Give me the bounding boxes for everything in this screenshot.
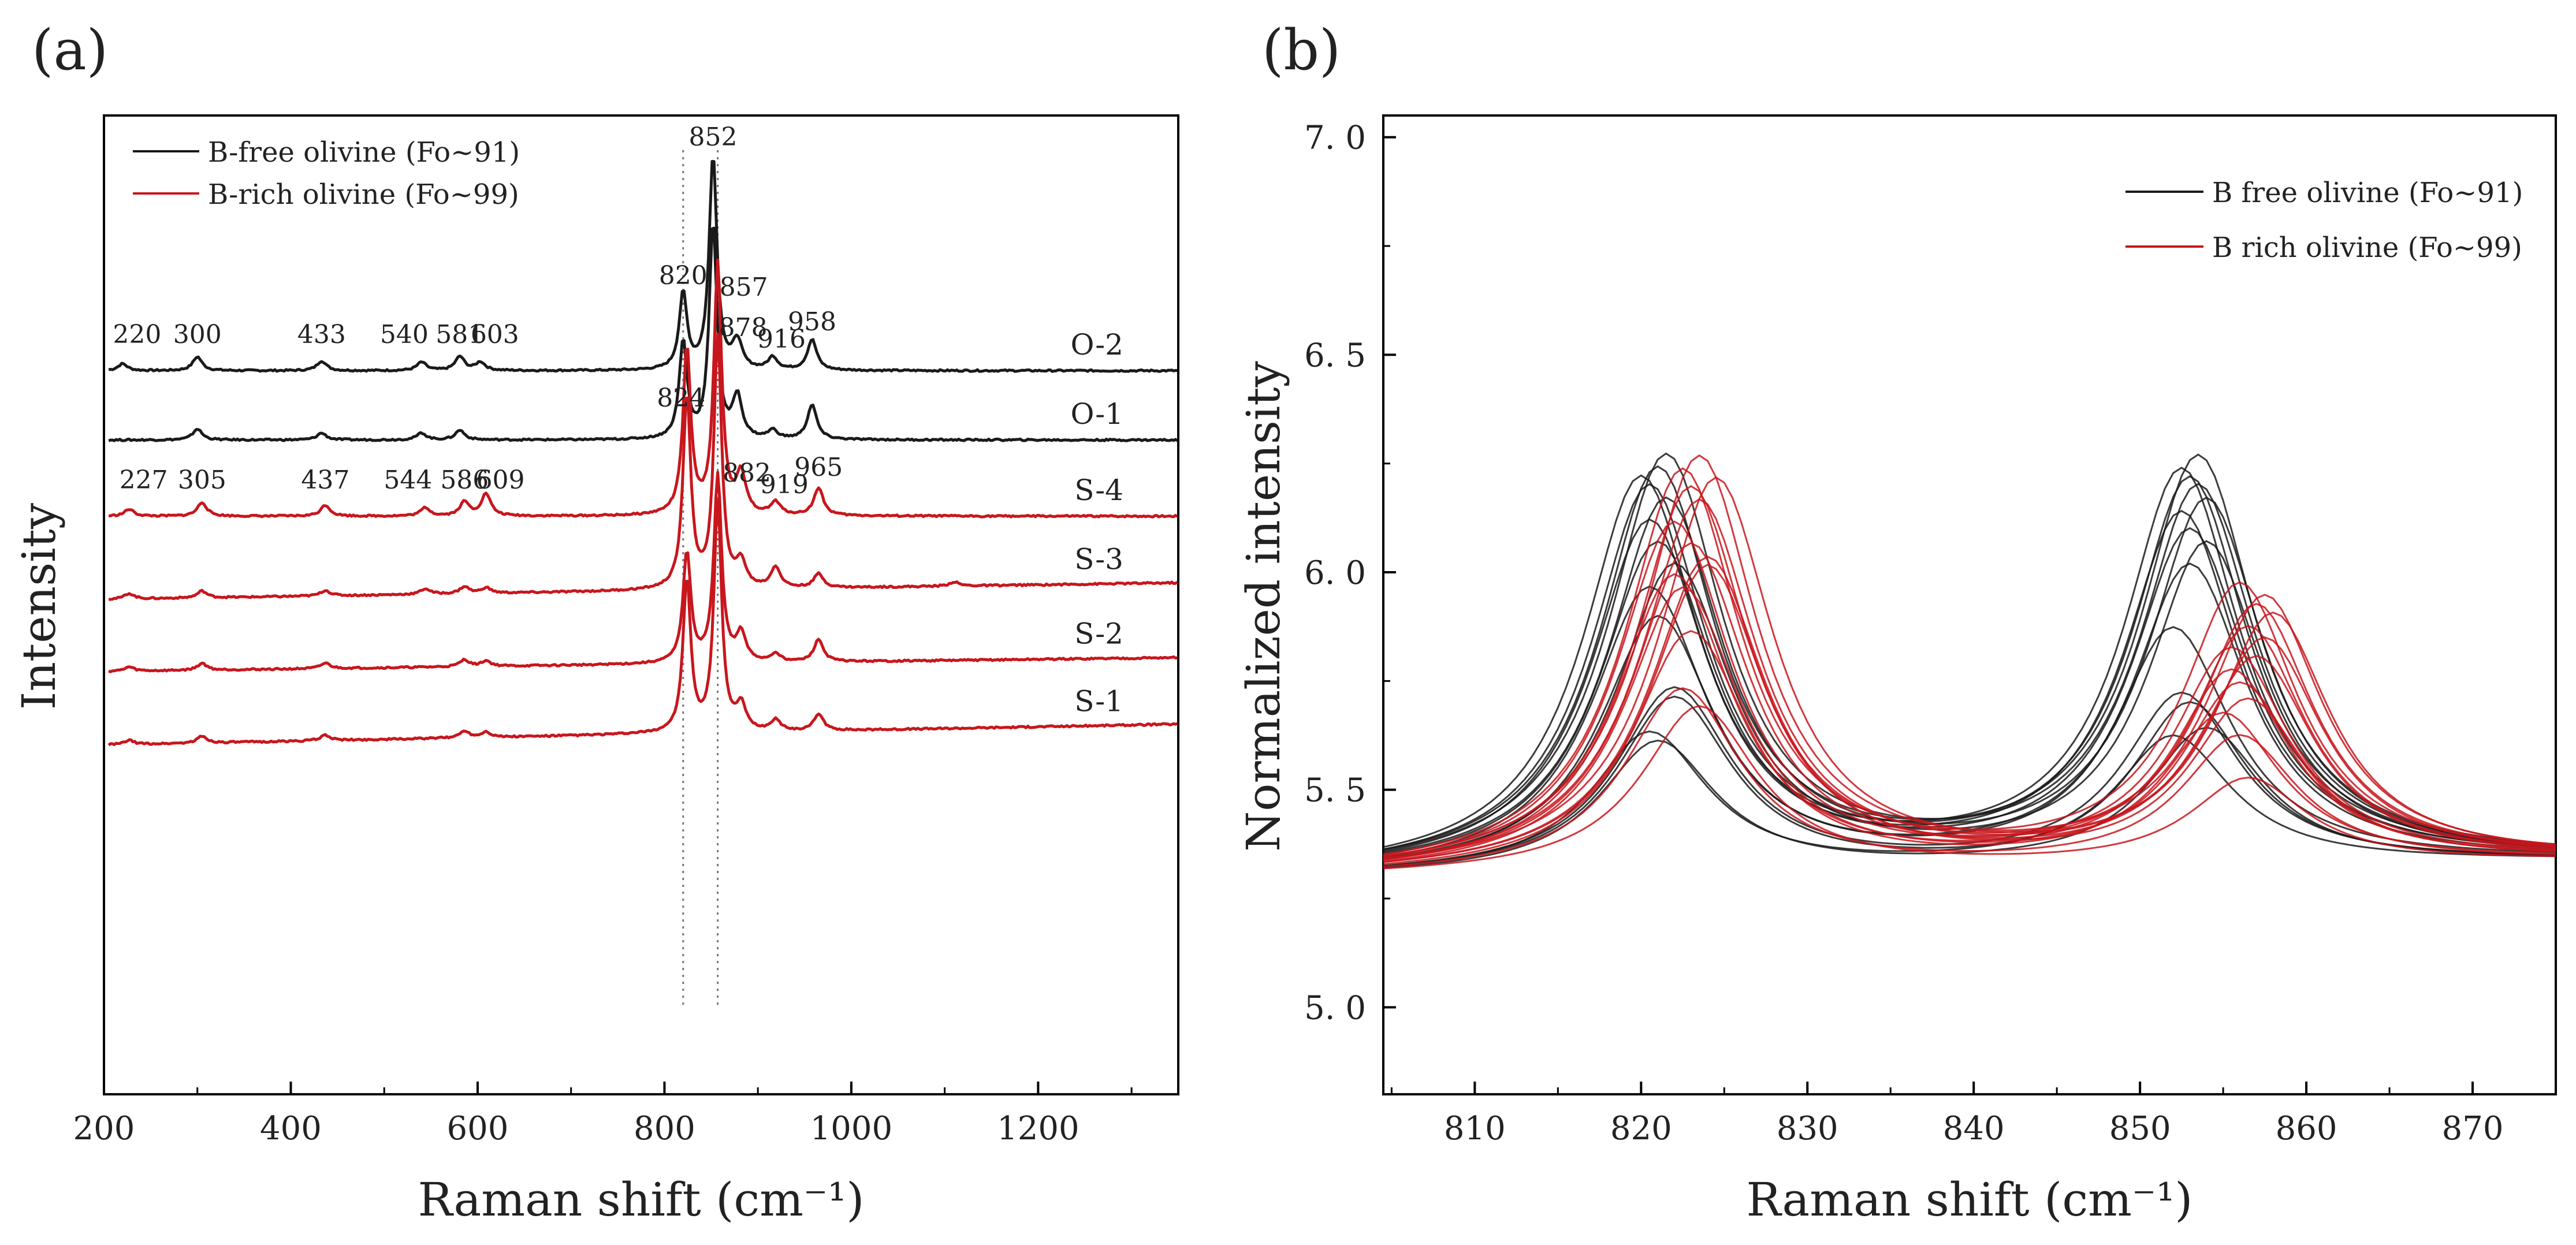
spectrum-b-rich: [1383, 454, 2556, 857]
peak-label: 433: [297, 320, 346, 349]
peak-label: 581: [435, 320, 484, 349]
peak-label: 958: [788, 307, 836, 337]
peak-label: 882: [723, 459, 771, 488]
spectrum-b-free: [1383, 467, 2556, 848]
panel-a-y-axis-title: Intensity: [12, 503, 66, 710]
peak-label: 852: [689, 122, 738, 152]
panel-b-x-tick-label: 810: [1444, 1110, 1506, 1147]
peak-label: 603: [471, 320, 519, 349]
trace-s-3: [108, 333, 1178, 601]
spectrum-b-rich: [1383, 564, 2556, 863]
panel-a-x-tick-label: 600: [447, 1110, 509, 1147]
trace-s-2: [108, 471, 1178, 673]
trace-label-s-1: S-1: [1074, 684, 1123, 718]
panel-b-y-tick-label: 5. 0: [1304, 989, 1366, 1027]
panel-a-x-ticks: 200 400 600 800 1000 1200: [73, 1082, 1133, 1147]
peak-label: 544: [384, 465, 432, 495]
trace-label-o-2: O-2: [1070, 328, 1123, 361]
trace-s-4: [108, 258, 1178, 519]
panel-a-traces: [107, 160, 1178, 747]
panel-a-x-axis-title: Raman shift (cm⁻¹): [418, 1173, 864, 1227]
panel-b-frame: [1382, 114, 2557, 1095]
peak-label: 857: [720, 273, 768, 302]
panel-a-trace-labels: O-2 O-1 S-4 S-3 S-2 S-1: [1070, 328, 1123, 718]
spectrum-b-rich: [1383, 542, 2556, 860]
peak-label: 220: [113, 320, 161, 349]
spectrum-b-rich: [1383, 520, 2556, 858]
trace-label-s-3: S-3: [1074, 543, 1123, 576]
spectrum-b-rich: [1383, 476, 2556, 860]
peak-label: 965: [794, 453, 843, 482]
trace-o-1: [108, 226, 1178, 442]
trace-label-s-2: S-2: [1074, 617, 1123, 650]
spectrum-b-rich: [1383, 687, 2556, 867]
panel-b-x-tick-label: 830: [1777, 1110, 1838, 1147]
panel-a-frame: [103, 114, 1179, 1095]
panel-b-x-axis-title: Raman shift (cm⁻¹): [1746, 1173, 2192, 1227]
panel-b-x-tick-label: 870: [2442, 1110, 2504, 1147]
spectrum-b-rich: [1383, 467, 2556, 855]
spectrum-b-rich: [1383, 705, 2556, 870]
panel-a-x-tick-label: 400: [260, 1110, 322, 1147]
peak-label: 824: [657, 383, 705, 413]
panel-b-label: (b): [1262, 18, 1341, 83]
panel-b-x-tick-label: 820: [1610, 1110, 1672, 1147]
panel-b-x-tick-label: 860: [2276, 1110, 2337, 1147]
panel-a-x-tick-label: 200: [73, 1110, 135, 1147]
trace-o-2: [108, 160, 1178, 373]
legend-b-label-b-free: B free olivine (Fo~91): [2212, 177, 2523, 209]
peak-label: 437: [301, 465, 349, 495]
spectrum-b-free: [1383, 452, 2556, 851]
peak-label: 540: [380, 320, 429, 349]
legend-a-label-b-rich: B-rich olivine (Fo~99): [208, 178, 519, 211]
panel-b-x-tick-label: 840: [1943, 1110, 2005, 1147]
peak-label: 305: [178, 465, 226, 495]
spectrum-b-free: [1383, 695, 2556, 867]
panel-a-x-tick-label: 1200: [997, 1110, 1079, 1147]
panel-b: 810 820 830 840 850 860 870 5. 0 5. 5 6. 0 6. 5 7.…: [1237, 114, 2557, 1227]
spectrum-b-rich: [1383, 485, 2556, 858]
spectrum-b-rich: [1383, 573, 2556, 860]
panel-a-label: (a): [32, 18, 108, 83]
trace-label-o-1: O-1: [1070, 397, 1123, 431]
peak-label: 227: [120, 465, 168, 495]
peak-label: 586: [440, 465, 489, 495]
panel-b-black-curves: [1383, 452, 2556, 869]
peak-label: 300: [173, 320, 222, 349]
panel-a-legend: B-free olivine (Fo~91) B-rich olivine (F…: [133, 136, 520, 211]
panel-b-y-tick-label: 5. 5: [1304, 772, 1366, 810]
panel-b-x-ticks: 810 820 830 840 850 860 870: [1390, 1082, 2504, 1147]
legend-a-label-b-free: B-free olivine (Fo~91): [208, 136, 520, 169]
peak-label: 878: [719, 313, 768, 342]
peak-label: 609: [477, 465, 525, 495]
peak-label: 820: [659, 261, 708, 290]
panel-b-y-tick-label: 6. 0: [1304, 554, 1366, 592]
trace-label-s-4: S-4: [1074, 474, 1123, 507]
panel-b-y-axis-title: Normalized intensity: [1237, 361, 1290, 851]
panel-b-y-tick-label: 7. 0: [1304, 120, 1366, 157]
spectrum-b-rich: [1383, 498, 2556, 859]
panel-a-reference-lines: [682, 150, 719, 1008]
legend-b-label-b-rich: B rich olivine (Fo~99): [2212, 232, 2522, 264]
panel-b-x-tick-label: 850: [2109, 1110, 2171, 1147]
peak-label: 916: [757, 325, 806, 354]
panel-b-red-curves: [1383, 454, 2556, 870]
trace-s-1: [107, 498, 1178, 747]
panel-b-y-ticks: 5. 0 5. 5 6. 0 6. 5 7. 0: [1304, 120, 1396, 1027]
panel-b-y-tick-label: 6. 5: [1304, 337, 1366, 374]
peak-label: 919: [760, 470, 809, 500]
spectrum-b-rich: [1383, 556, 2556, 863]
panel-a-x-tick-label: 800: [634, 1110, 695, 1147]
panel-a-x-tick-label: 1000: [810, 1110, 893, 1147]
panel-b-legend: B free olivine (Fo~91) B rich olivine (F…: [2125, 177, 2523, 264]
